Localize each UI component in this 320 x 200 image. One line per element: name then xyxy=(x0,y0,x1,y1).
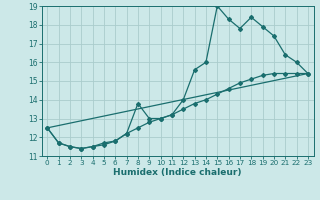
X-axis label: Humidex (Indice chaleur): Humidex (Indice chaleur) xyxy=(113,168,242,177)
